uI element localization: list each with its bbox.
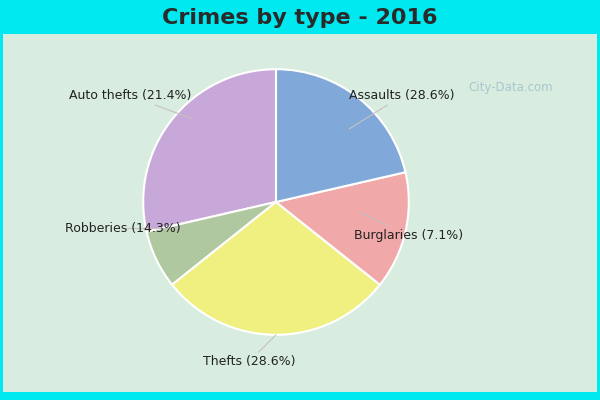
FancyBboxPatch shape bbox=[0, 0, 600, 34]
Wedge shape bbox=[276, 172, 409, 285]
Text: Burglaries (7.1%): Burglaries (7.1%) bbox=[354, 212, 463, 242]
Text: Auto thefts (21.4%): Auto thefts (21.4%) bbox=[69, 89, 193, 119]
Text: Crimes by type - 2016: Crimes by type - 2016 bbox=[162, 8, 438, 28]
Text: Robberies (14.3%): Robberies (14.3%) bbox=[65, 222, 183, 235]
Wedge shape bbox=[143, 69, 276, 232]
Wedge shape bbox=[146, 202, 276, 285]
FancyBboxPatch shape bbox=[0, 392, 600, 400]
Text: City-Data.com: City-Data.com bbox=[468, 82, 553, 94]
Wedge shape bbox=[172, 202, 380, 335]
Text: Assaults (28.6%): Assaults (28.6%) bbox=[349, 89, 455, 129]
FancyBboxPatch shape bbox=[3, 34, 597, 392]
Wedge shape bbox=[276, 69, 406, 202]
Text: Thefts (28.6%): Thefts (28.6%) bbox=[203, 335, 296, 368]
